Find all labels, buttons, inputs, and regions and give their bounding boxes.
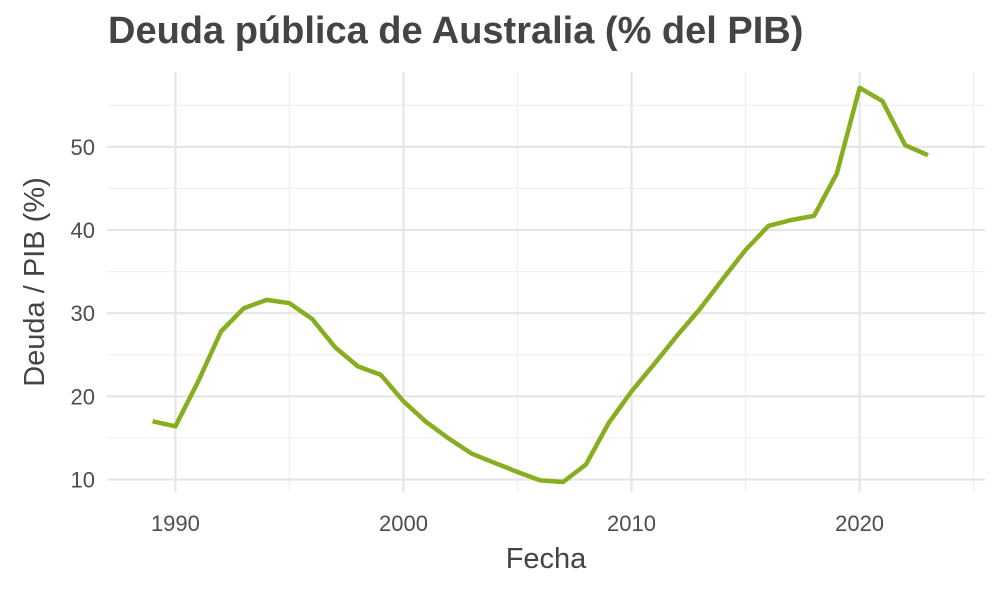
x-tick-label: 1990 [151,511,200,536]
y-tick-label: 40 [71,218,95,243]
y-axis-title: Deuda / PIB (%) [19,177,51,387]
y-tick-label: 30 [71,301,95,326]
y-tick-label: 50 [71,135,95,160]
series-line [152,85,929,485]
tick-labels: 1990 2000 2010 2020 10 20 30 40 50 [71,135,885,536]
y-tick-label: 10 [71,468,95,493]
y-tick-label: 20 [71,384,95,409]
x-tick-label: 2000 [379,511,428,536]
minor-gridlines [107,72,985,492]
major-gridlines [107,72,985,492]
x-tick-label: 2010 [607,511,656,536]
series-layer [152,85,929,485]
chart-title: Deuda pública de Australia (% del PIB) [108,10,804,52]
x-axis-title: Fecha [506,543,587,575]
x-tick-label: 2020 [835,511,884,536]
